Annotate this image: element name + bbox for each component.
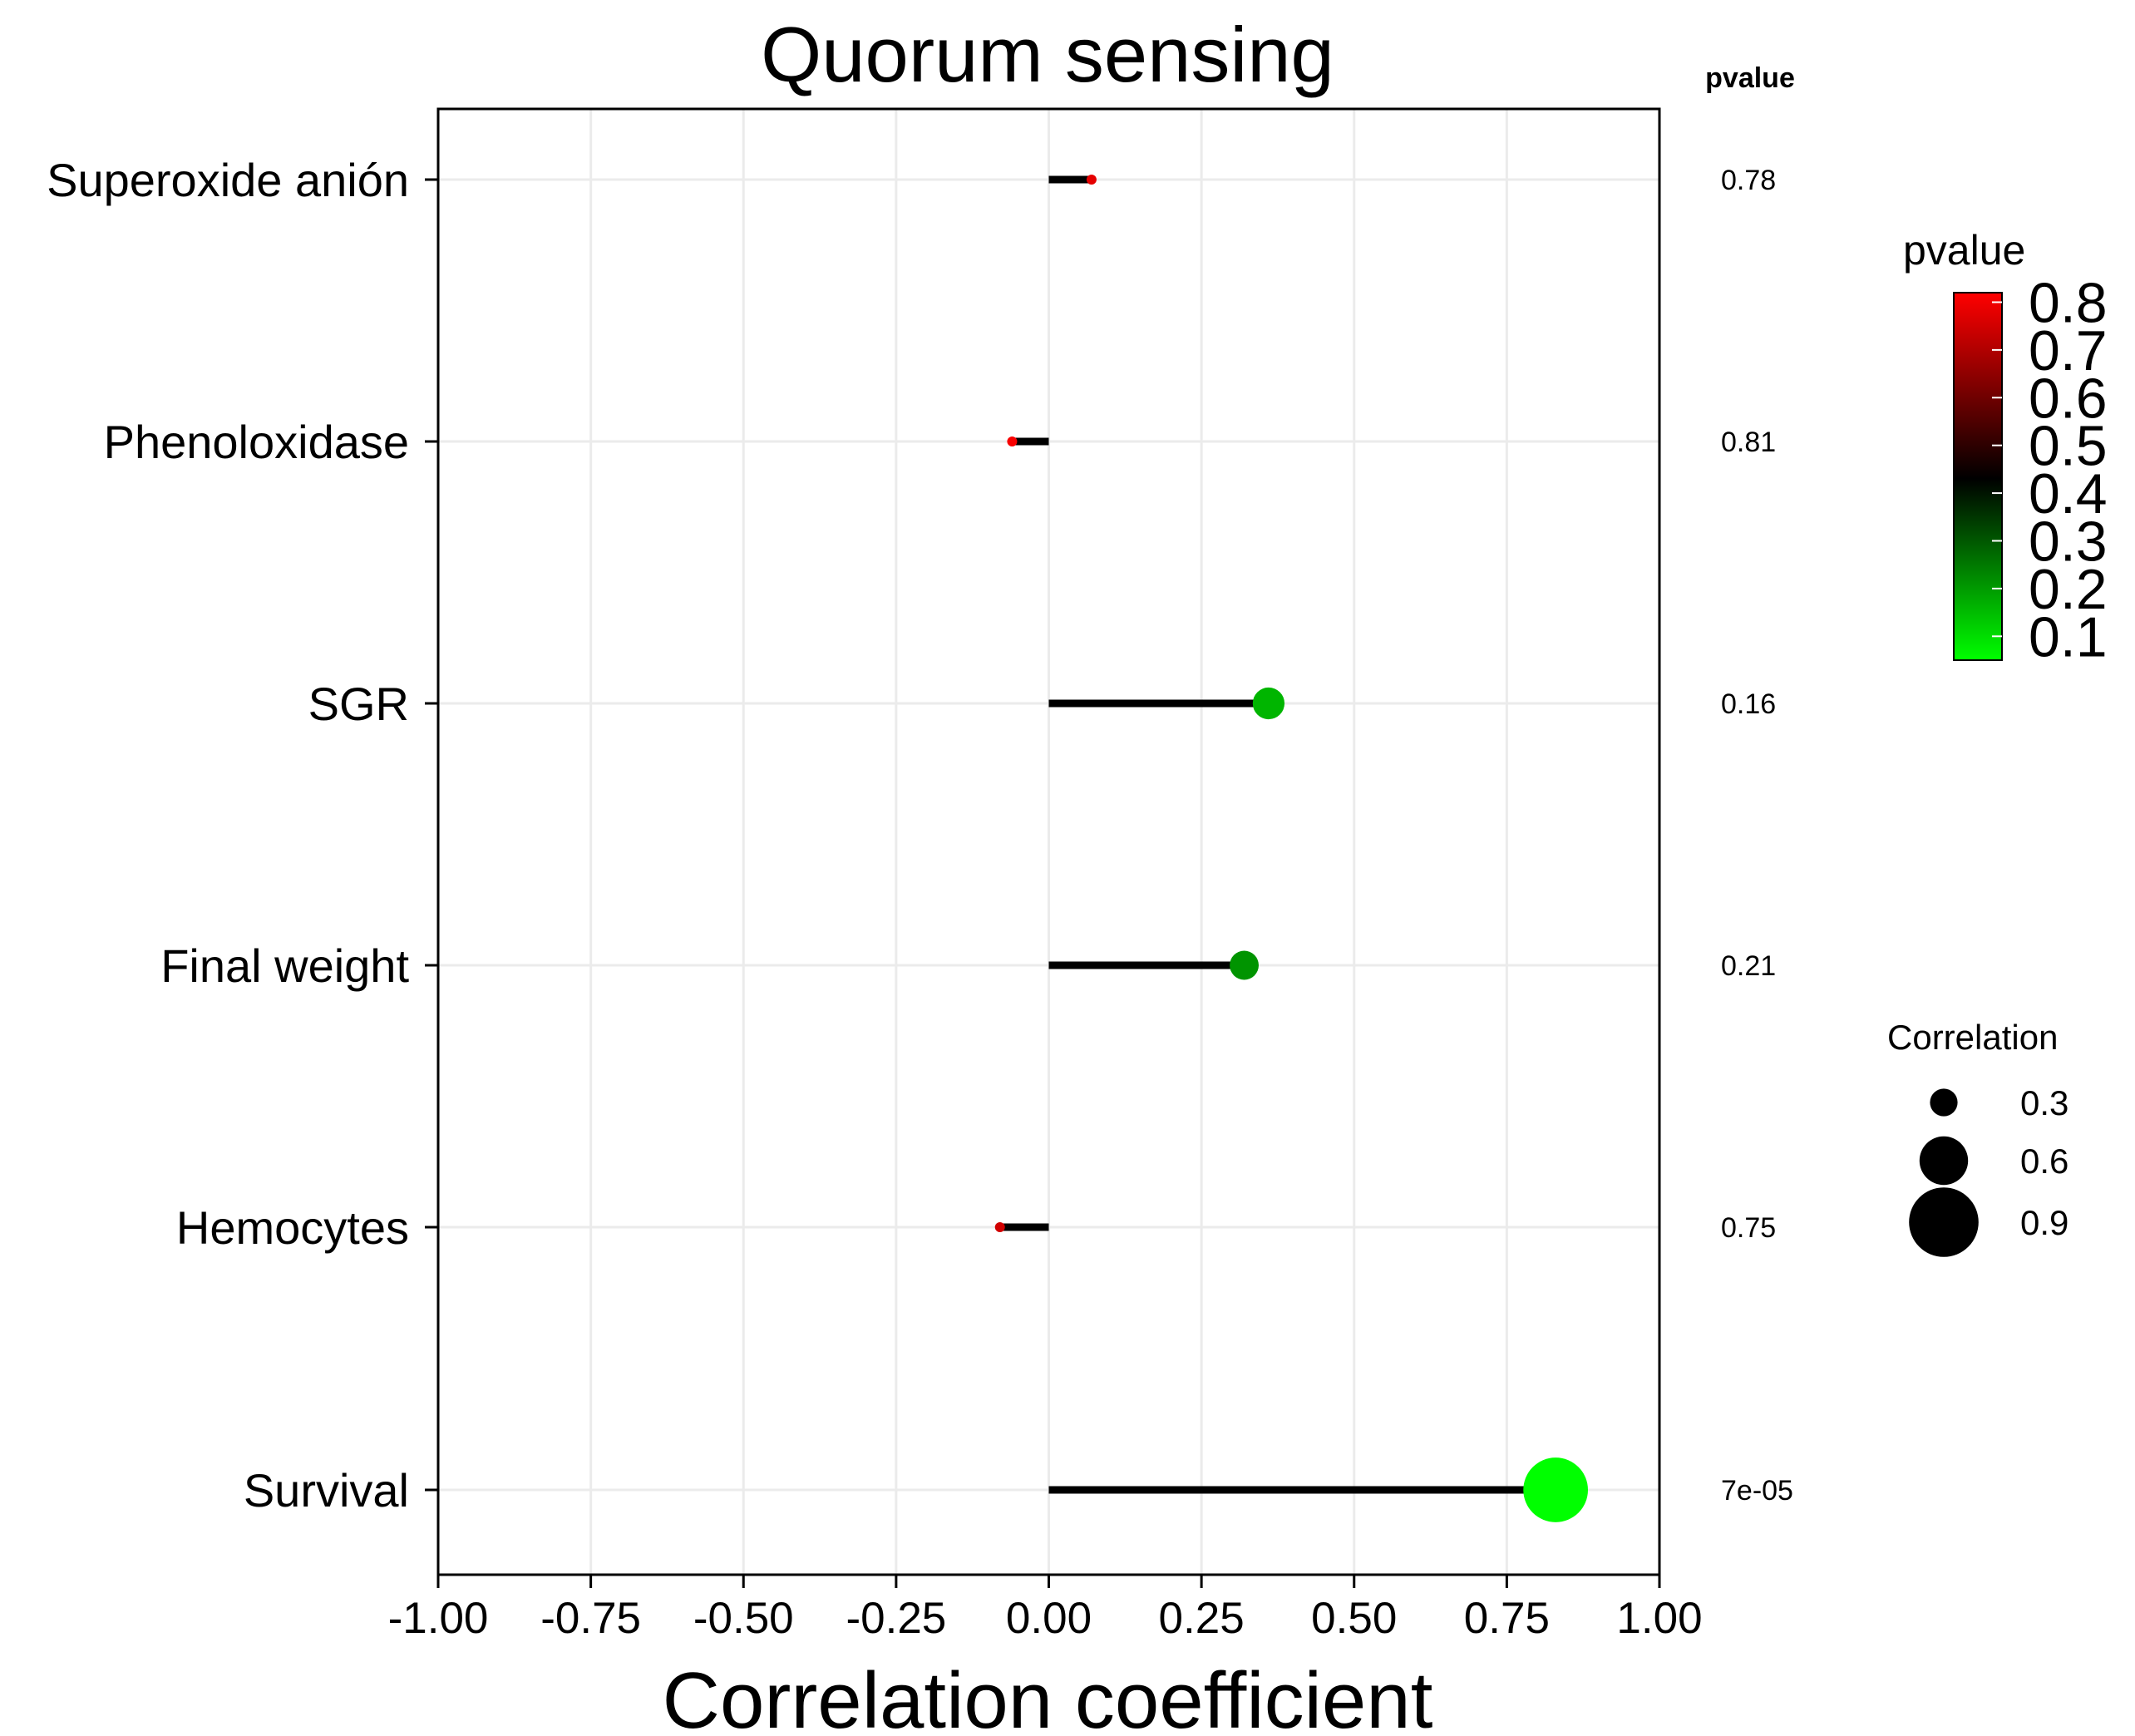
x-tick-label: -0.50 [693, 1594, 794, 1643]
size-legend-label: 0.6 [2020, 1142, 2068, 1181]
color-legend-tick-label: 0.2 [2029, 558, 2108, 621]
y-tick-label: Final weight [160, 940, 409, 992]
x-axis-label: Correlation coefficient [663, 1656, 1433, 1736]
pvalue-label: 0.81 [1721, 427, 1776, 458]
color-legend-ticks: 0.10.20.30.40.50.60.70.8 [1992, 271, 2108, 668]
lollipop-points [994, 175, 1588, 1522]
x-tick-label: 1.00 [1616, 1594, 1702, 1643]
color-legend-tick-label: 0.6 [2029, 367, 2108, 430]
size-legend: Correlation 0.3 0.6 0.9 [1887, 1018, 2068, 1257]
size-legend-title: Correlation [1887, 1018, 2058, 1057]
x-tick-label: 0.00 [1006, 1594, 1092, 1643]
y-axis: Superoxide anión Phenoloxidase SGR Final we… [47, 154, 438, 1517]
color-legend-tick-label: 0.5 [2029, 415, 2108, 478]
color-legend-tick-label: 0.8 [2029, 271, 2108, 334]
y-tick-label: Hemocytes [176, 1201, 409, 1254]
y-tick-label: Survival [244, 1464, 409, 1517]
color-legend-tick-label: 0.4 [2029, 462, 2108, 525]
x-tick-label: -0.75 [540, 1594, 641, 1643]
size-legend-items: 0.3 0.6 0.9 [1909, 1083, 2068, 1257]
y-tick-label: Phenoloxidase [104, 416, 409, 468]
x-axis: -1.00 -0.75 -0.50 -0.25 0.00 0.25 0.50 0.75 1.00 [388, 1575, 1703, 1643]
x-tick-label: 0.25 [1159, 1594, 1245, 1643]
pvalue-label: 0.75 [1721, 1212, 1776, 1244]
pvalue-label: 0.16 [1721, 688, 1776, 720]
size-legend-circle [1909, 1187, 1979, 1257]
y-tick-label: SGR [308, 678, 409, 730]
color-legend-bar [1953, 292, 2003, 661]
size-legend-label: 0.9 [2020, 1203, 2068, 1242]
color-legend-tick-label: 0.1 [2029, 605, 2108, 668]
x-tick-label: -0.25 [846, 1594, 946, 1643]
pvalue-column: 0.78 0.81 0.16 0.21 0.75 7e-05 [1721, 165, 1793, 1507]
size-legend-circle [1930, 1088, 1958, 1117]
x-tick-label: 0.50 [1311, 1594, 1397, 1643]
color-legend-tick-label: 0.7 [2029, 319, 2108, 382]
size-legend-label: 0.3 [2020, 1083, 2068, 1122]
color-legend-title: pvalue [1903, 227, 2025, 274]
pvalue-column-header: pvalue [1705, 62, 1795, 94]
pvalue-label: 7e-05 [1721, 1475, 1793, 1507]
lollipop-point [1086, 175, 1097, 185]
gridlines [436, 109, 1661, 1575]
chart-title: Quorum sensing [761, 11, 1334, 98]
size-legend-circle [1919, 1136, 1969, 1186]
lollipop-point [1007, 436, 1018, 446]
pvalue-label: 0.78 [1721, 165, 1776, 196]
pvalue-label: 0.21 [1721, 950, 1776, 982]
lollipop-point [1230, 950, 1259, 980]
x-tick-label: -1.00 [388, 1594, 489, 1643]
lollipop-point [1523, 1457, 1588, 1522]
lollipop-point [1252, 687, 1285, 720]
color-legend: pvalue 0.10.20.30.40.50.60.70.8 [1903, 227, 2108, 668]
x-tick-label: 0.75 [1464, 1594, 1550, 1643]
lollipop-stems [999, 175, 1556, 1494]
color-legend-tick-label: 0.3 [2029, 510, 2108, 573]
y-tick-label: Superoxide anión [47, 154, 409, 206]
lollipop-point [994, 1222, 1005, 1232]
